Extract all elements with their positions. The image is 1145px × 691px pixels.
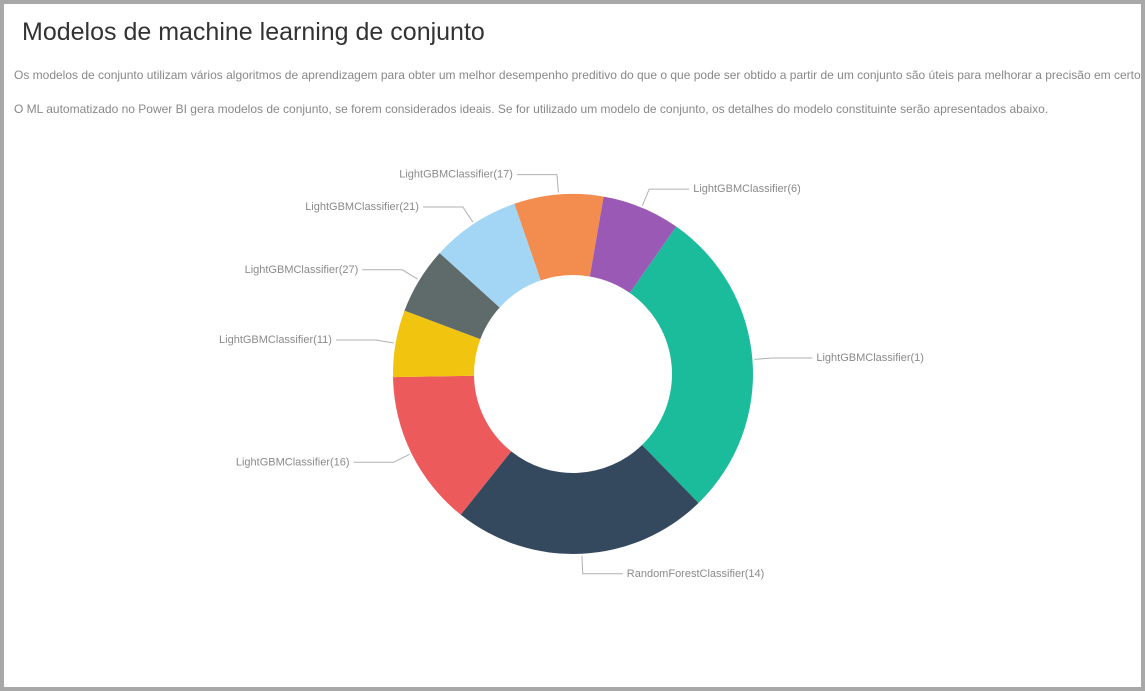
slice-label: LightGBMClassifier(6) (693, 183, 801, 195)
slice-label: LightGBMClassifier(11) (219, 334, 332, 346)
leader-line (422, 207, 472, 222)
donut-chart: LightGBMClassifier(1) RandomForestClassif… (143, 134, 1003, 604)
report-page: Modelos de machine learning de conjunto … (4, 4, 1141, 687)
leader-line (362, 270, 417, 279)
leader-line (516, 174, 557, 192)
slice-label: RandomForestClassifier(14) (626, 568, 764, 580)
leader-line (335, 340, 393, 343)
leader-line (581, 556, 622, 574)
page-title: Modelos de machine learning de conjunto (22, 18, 1131, 47)
intro-paragraph-2: O ML automatizado no Power BI gera model… (14, 99, 1131, 119)
leader-line (642, 189, 689, 206)
slice-label: LightGBMClassifier(16) (235, 456, 349, 468)
content-area: Modelos de machine learning de conjunto … (4, 4, 1141, 604)
chart-container: LightGBMClassifier(1) RandomForestClassif… (14, 134, 1131, 604)
leader-line (754, 358, 812, 359)
intro-paragraph-1: Os modelos de conjunto utilizam vários a… (14, 65, 1131, 85)
slice-label: LightGBMClassifier(21) (305, 201, 419, 213)
leader-line (353, 454, 409, 462)
slice-label: LightGBMClassifier(1) (816, 352, 924, 364)
slice-label: LightGBMClassifier(17) (399, 168, 513, 180)
slice-label: LightGBMClassifier(27) (244, 264, 358, 276)
